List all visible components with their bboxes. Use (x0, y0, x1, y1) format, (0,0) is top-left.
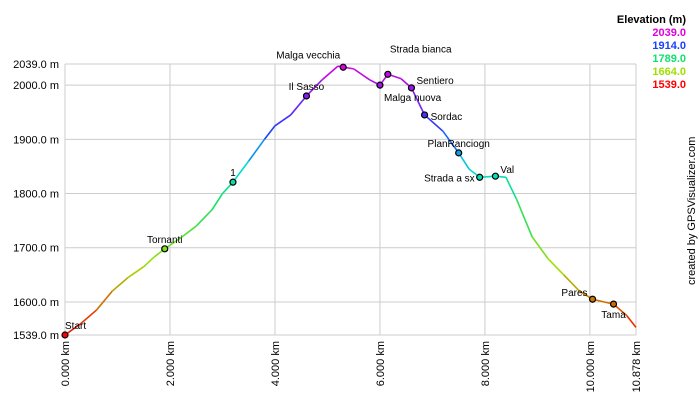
waypoint-label: Strada bianca (390, 44, 452, 55)
x-tick-label: 0.000 km (60, 341, 72, 386)
waypoint-marker (229, 178, 237, 186)
profile-segment (353, 68, 370, 81)
waypoint-marker (376, 81, 384, 89)
y-tick-label: 1700.0 m (13, 243, 59, 255)
legend: Elevation (m) 2039.0 1914.0 1789.0 1664.0 15… (617, 14, 686, 92)
waypoint-marker (384, 70, 392, 78)
credit-text: created by GPSVisualizer.com (686, 136, 698, 285)
waypoint-marker (161, 245, 169, 253)
profile-segment (505, 176, 518, 200)
waypoint-label: Tama (601, 310, 626, 321)
waypoint-marker (339, 63, 347, 71)
y-tick-label: 1600.0 m (13, 297, 59, 309)
x-tick-label: 10.000 km (585, 341, 597, 392)
profile-segment (179, 225, 197, 239)
waypoint-label: Pares (561, 288, 587, 299)
waypoint-label: Val (500, 165, 514, 176)
profile-segment (290, 95, 308, 116)
profile-segment (424, 114, 444, 132)
profile-segment (321, 65, 339, 81)
waypoint-marker (491, 172, 500, 180)
waypoint-label: Start (65, 321, 86, 332)
profile-segment (248, 138, 266, 162)
legend-entry: 1539.0 (652, 79, 686, 91)
profile-segment (195, 209, 213, 227)
x-tick-label: 4.000 km (270, 341, 282, 386)
profile-segment (95, 290, 113, 311)
waypoint-label: Malga nuova (384, 93, 442, 104)
profile-segment (563, 274, 580, 292)
waypoint-marker (407, 84, 416, 92)
waypoint-label: Malga vecchia (276, 50, 340, 61)
waypoint-marker (476, 173, 484, 181)
waypoint-marker (61, 331, 69, 339)
waypoint-label: Il Sasso (289, 82, 325, 93)
profile-segment (111, 276, 129, 292)
x-tick-label: 8.000 km (480, 341, 492, 386)
profile-segment (274, 114, 292, 127)
waypoint-marker (588, 295, 597, 303)
profile-segment (531, 236, 549, 260)
waypoint-label: Sordac (431, 112, 463, 123)
profile-segment (143, 256, 155, 268)
y-tick-label: 2000.0 m (13, 80, 59, 92)
profile-segment (547, 258, 565, 276)
legend-entry: 1664.0 (652, 66, 686, 78)
profile-segment (410, 87, 423, 110)
y-tick-label: 1900.0 m (13, 134, 59, 146)
waypoint-marker (609, 300, 618, 308)
x-tick-label: 6.000 km (375, 341, 387, 386)
waypoint-label: PlanRanciogn (428, 139, 490, 150)
x-tick-label: 10.878 km (631, 341, 643, 392)
legend-entry: 1914.0 (652, 40, 686, 52)
waypoint-marker (420, 111, 429, 119)
profile-segment (515, 198, 533, 238)
waypoint-label: 1 (230, 168, 236, 179)
legend-entry: 2039.0 (652, 27, 686, 39)
legend-title: Elevation (m) (616, 14, 686, 26)
waypoint-label: Tornanti (147, 235, 183, 246)
profile-segment (80, 309, 98, 325)
x-tick-label: 2.000 km (165, 341, 177, 386)
profile-segment (263, 125, 276, 140)
waypoint-marker (455, 149, 463, 157)
profile-segment (232, 160, 250, 183)
profile-segment (305, 79, 323, 97)
profile-segment (442, 130, 460, 154)
y-tick-label: 1800.0 m (13, 189, 59, 201)
legend-entry: 1789.0 (652, 53, 686, 65)
profile-segment (211, 193, 224, 211)
waypoint-label: Sentiero (416, 76, 454, 87)
profile-segment (127, 266, 145, 279)
y-tick-label: 2039.0 m (13, 59, 59, 71)
waypoint-label: Strada a sx (424, 173, 475, 184)
y-tick-label: 1539.0 m (13, 330, 59, 342)
waypoint-marker (302, 92, 311, 100)
profile-segment (626, 314, 637, 328)
